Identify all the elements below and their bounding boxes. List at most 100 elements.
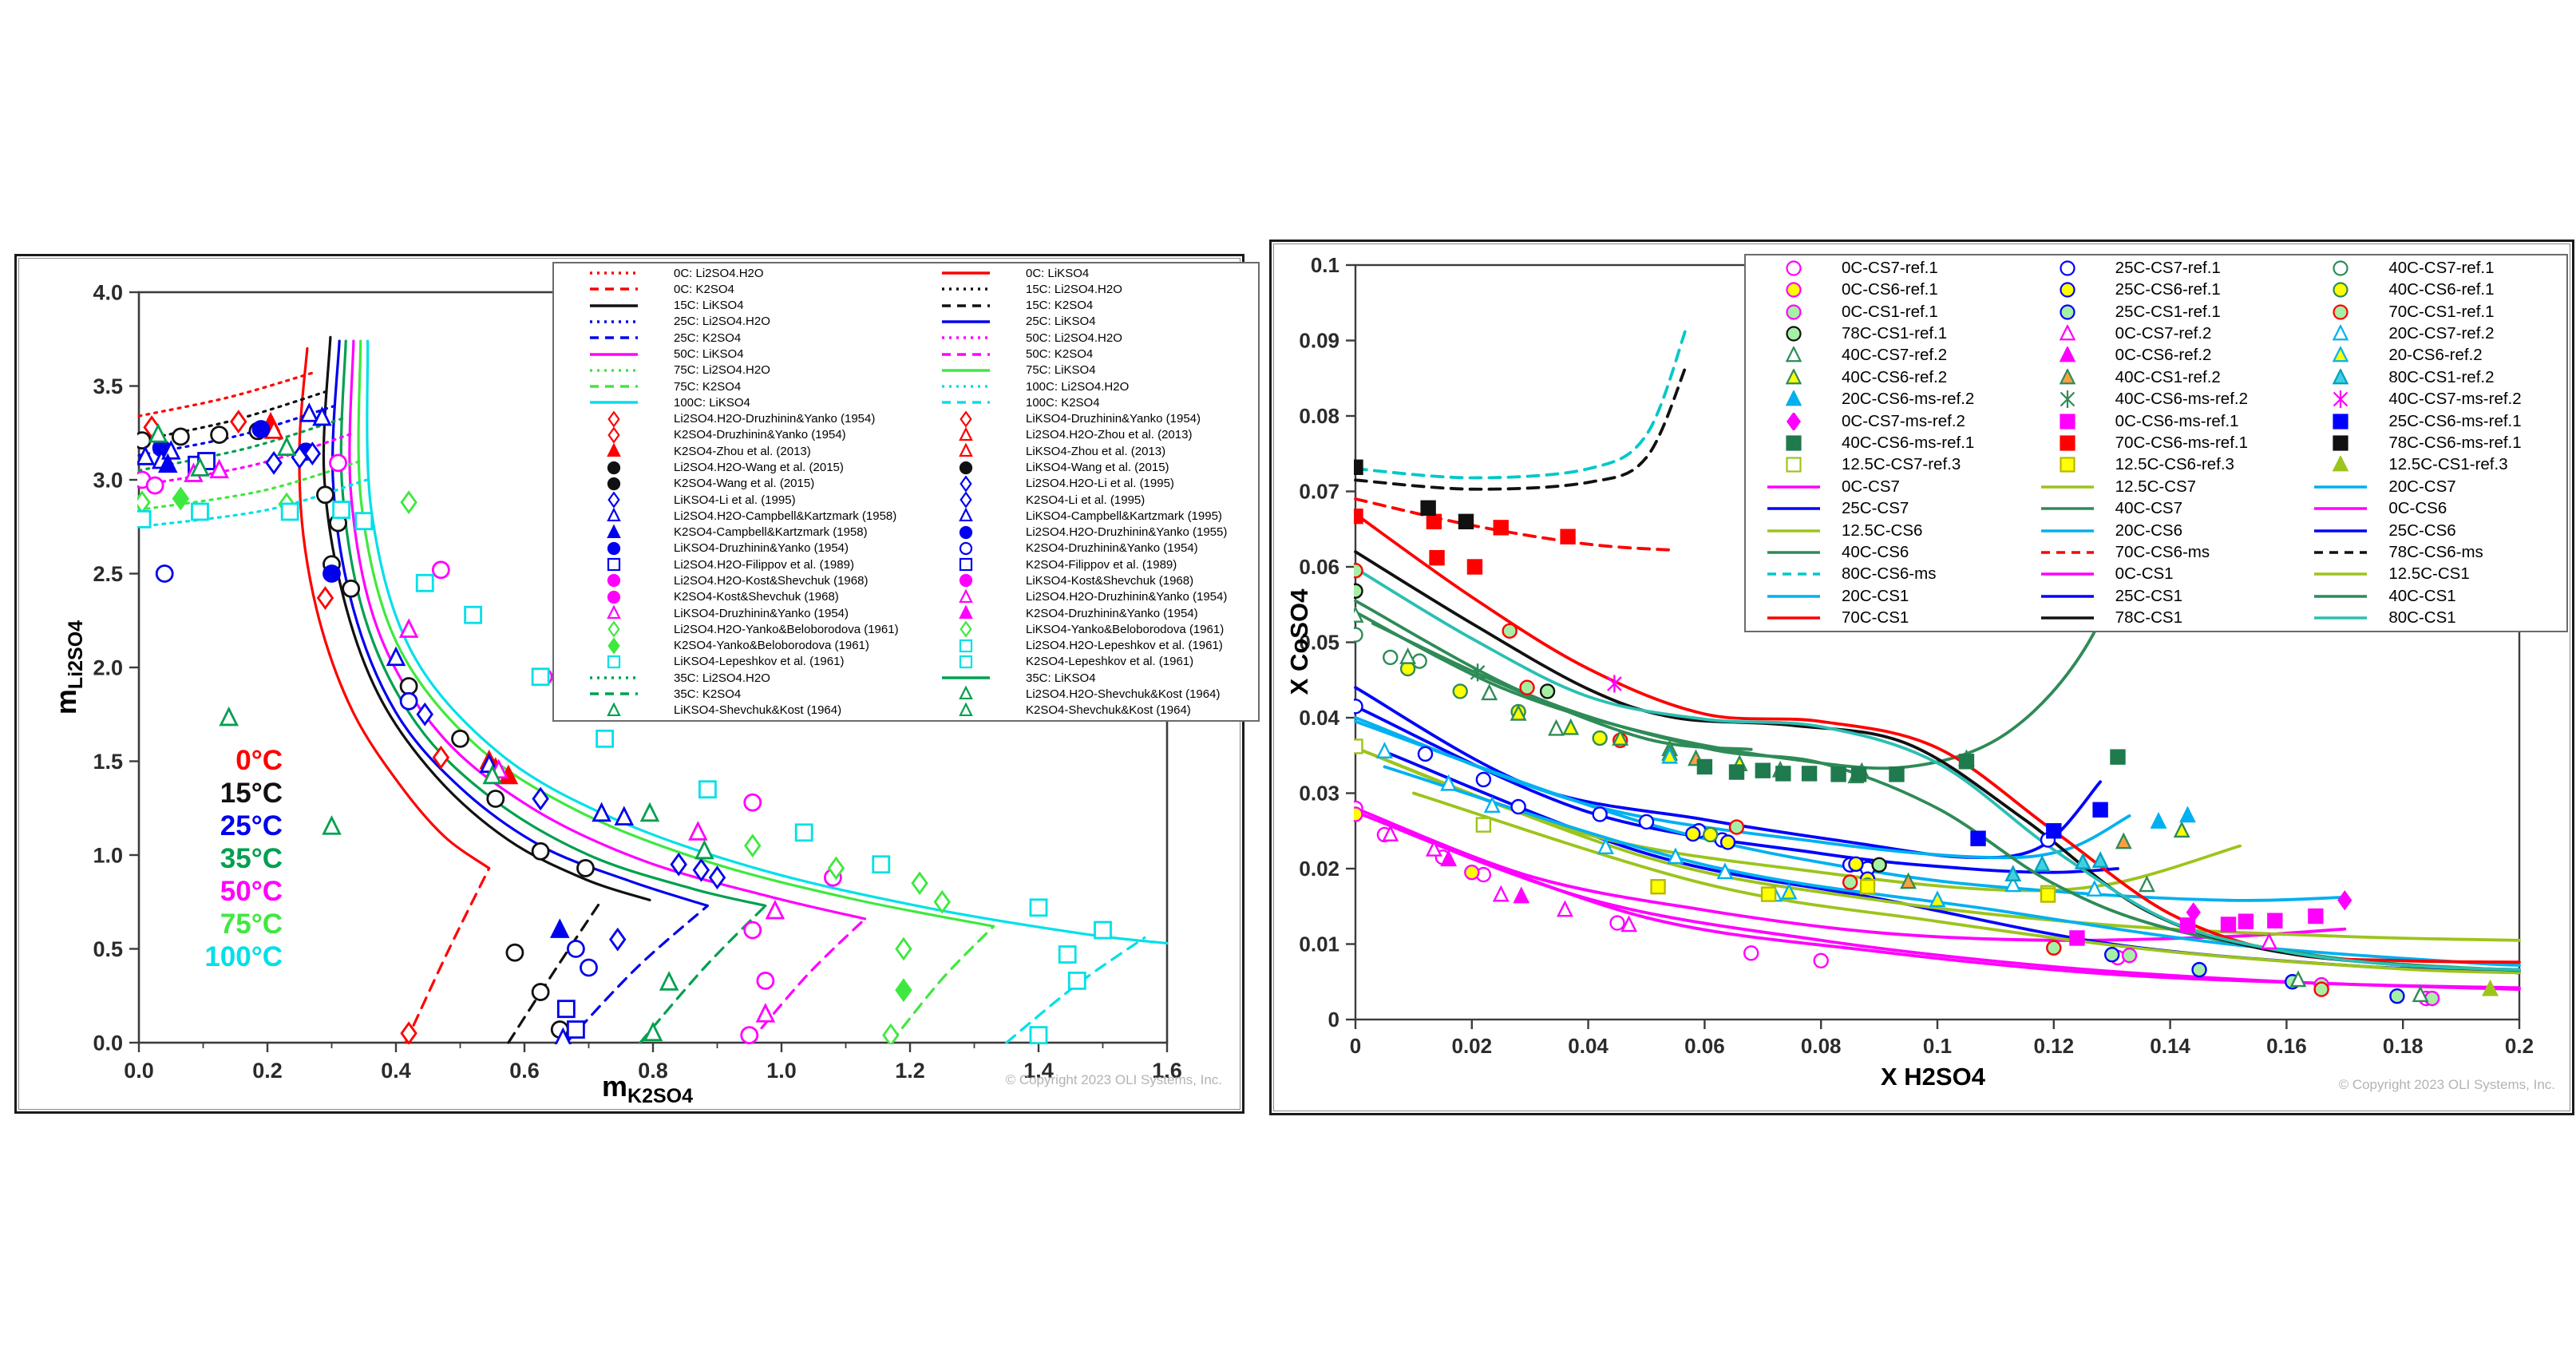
legend-entry: LiKSO4-Druzhinin&Yanko (1954)	[554, 540, 906, 556]
legend-label: K2SO4-Campbell&Kartzmark (1958)	[674, 525, 868, 540]
legend-entry: LiKSO4-Campbell&Kartzmark (1995)	[906, 508, 1258, 524]
legend-label: 40C-CS6-ms-ref.1	[1842, 433, 1975, 452]
series-line	[1383, 750, 2521, 975]
legend-label: K2SO4-Li et al. (1995)	[1026, 493, 1146, 507]
left-y-axis-title: mLi2SO4	[49, 620, 88, 715]
legend-entry: K2SO4-Druzhinin&Yanko (1954)	[906, 540, 1258, 556]
diamond-marker-icon	[554, 426, 674, 444]
series-line	[1354, 704, 2119, 874]
legend-entry: LiKSO4-Druzhinin&Yanko (1954)	[554, 604, 906, 621]
circle-marker-icon	[1746, 259, 1842, 277]
legend-label: 100C: K2SO4	[1026, 395, 1100, 410]
series-line	[348, 339, 867, 921]
y-tick-label: 1.0	[93, 843, 123, 867]
square-marker-icon	[2293, 413, 2388, 430]
legend-entry: 70C-CS6-ms-ref.1	[2020, 434, 2293, 453]
line-swatch-icon	[554, 281, 674, 297]
line-swatch-icon	[906, 281, 1026, 297]
temp-label: 50°C	[220, 876, 283, 907]
legend-entry: 78C-CS1	[2020, 608, 2293, 628]
series-line	[366, 339, 1169, 945]
y-tick-label: 4.0	[93, 280, 123, 304]
x-tick-label: 0.04	[1568, 1034, 1609, 1058]
temp-label: 0°C	[235, 745, 283, 776]
legend-entry: LiKSO4-Shevchuk&Kost (1964)	[554, 702, 906, 719]
legend-label: 25C-CS6-ms-ref.1	[2388, 411, 2522, 430]
legend-label: 20C-CS7-ref.2	[2388, 323, 2495, 342]
legend-label: 0C-CS1-ref.1	[1842, 302, 1938, 321]
legend-label: Li2SO4.H2O-Shevchuk&Kost (1964)	[1026, 687, 1221, 701]
series-scatter	[1354, 627, 1427, 669]
left-x-axis-title-main: m	[602, 1070, 628, 1103]
legend-label: LiKSO4-Lepeshkov et al. (1961)	[674, 655, 845, 669]
legend-entry: 78C-CS6-ms-ref.1	[2293, 434, 2566, 453]
series-line	[1354, 323, 1689, 480]
y-tick-label: 0.08	[1299, 404, 1339, 428]
legend-entry: LiKSO4-Druzhinin&Yanko (1954)	[906, 410, 1258, 427]
legend-label: 40C-CS7-ms-ref.2	[2388, 390, 2522, 409]
line-swatch-icon	[1746, 522, 1842, 540]
temp-label: 25°C	[220, 810, 283, 841]
y-tick-label: 3.5	[93, 374, 123, 398]
line-swatch-icon	[1746, 478, 1842, 496]
triangle-marker-icon	[2020, 324, 2115, 342]
line-swatch-icon	[2293, 565, 2388, 583]
left-chart-plot: 0.0 0.2 0.4 0.6 0.8 1.0 1.2 1.4 1.6 0.0 0.5 1.0 1.5 2…	[93, 280, 1181, 1083]
y-tick-label: 0.0	[93, 1031, 123, 1055]
legend-label: LiKSO4-Wang et al. (2015)	[1026, 461, 1169, 475]
x-tick-label: 0.0	[124, 1059, 154, 1083]
line-swatch-icon	[2293, 588, 2388, 605]
circle-marker-icon	[2020, 303, 2115, 321]
line-swatch-icon	[906, 378, 1026, 394]
legend-entry: 40C-CS7-ref.1	[2293, 259, 2566, 278]
legend-entry: 25C-CS1-ref.1	[2020, 303, 2293, 322]
legend-entry: 25C-CS6-ref.1	[2020, 280, 2293, 299]
square-marker-icon	[2020, 413, 2115, 430]
legend-label: 25C: Li2SO4.H2O	[674, 315, 770, 329]
legend-label: 20C-CS7	[2388, 477, 2456, 496]
legend-label: K2SO4-Shevchuk&Kost (1964)	[1026, 703, 1191, 718]
legend-column: 40C-CS7-ref.1 40C-CS6-ref.1 70C-CS1-ref.1 2…	[2293, 255, 2566, 631]
diamond-marker-icon	[906, 491, 1026, 509]
legend-entry: Li2SO4.H2O-Kost&Shevchuk (1968)	[554, 572, 906, 588]
line-swatch-icon	[2020, 609, 2115, 627]
right-copyright: © Copyright 2023 OLI Systems, Inc.	[2338, 1077, 2555, 1092]
legend-entry: 25C-CS7	[1746, 499, 2020, 518]
y-tick-label: 0.07	[1299, 480, 1339, 504]
legend-label: 40C-CS7-ref.2	[1842, 346, 1948, 365]
legend-entry: LiKSO4-Wang et al. (2015)	[906, 459, 1258, 475]
legend-entry: K2SO4-Lepeshkov et al. (1961)	[906, 654, 1258, 670]
line-swatch-icon	[2020, 500, 2115, 517]
legend-column: 0C-CS7-ref.1 0C-CS6-ref.1 0C-CS1-ref.1 78C-…	[1746, 255, 2020, 631]
line-swatch-icon	[554, 330, 674, 346]
x-tick-label: 1.4	[1023, 1059, 1054, 1083]
x-tick-label: 0.06	[1684, 1034, 1725, 1058]
left-y-axis-title-sub: Li2SO4	[65, 620, 87, 690]
series-line	[137, 371, 314, 418]
triangle-marker-icon	[906, 702, 1026, 719]
line-swatch-icon	[554, 314, 674, 330]
square-marker-icon	[1746, 434, 1842, 452]
series-line	[1354, 806, 2347, 942]
square-marker-icon	[906, 654, 1026, 670]
line-swatch-icon	[554, 378, 674, 394]
legend-label: 0C-CS7-ref.2	[2115, 323, 2212, 342]
legend-entry: 12.5C-CS7-ref.3	[1746, 455, 2020, 474]
legend-label: 25C-CS7-ref.1	[2115, 258, 2221, 277]
legend-label: K2SO4-Filippov et al. (1989)	[1026, 557, 1177, 572]
legend-label: LiKSO4-Shevchuk&Kost (1964)	[674, 703, 842, 718]
legend-entry: 25C-CS6-ms-ref.1	[2293, 412, 2566, 431]
line-swatch-icon	[1746, 500, 1842, 517]
square-marker-icon	[2293, 434, 2388, 452]
legend-label: LiKSO4-Campbell&Kartzmark (1995)	[1026, 509, 1222, 523]
legend-entry: 40C-CS1-ref.2	[2020, 368, 2293, 387]
legend-entry: 0C-CS7-ref.1	[1746, 259, 2020, 278]
left-chart-legend: 0C: Li2SO4.H2O 0C: K2SO4 15C: LiKSO4 25C: L…	[552, 262, 1260, 722]
legend-label: 40C-CS1	[2388, 586, 2456, 605]
legend-entry: K2SO4-Druzhinin&Yanko (1954)	[554, 426, 906, 444]
legend-entry: 0C-CS1	[2020, 564, 2293, 584]
legend-entry: 0C-CS6	[2293, 499, 2566, 518]
series-scatter	[1607, 675, 1622, 693]
legend-label: Li2SO4.H2O-Yanko&Beloborodova (1961)	[674, 622, 899, 636]
series-scatter	[1696, 749, 2126, 782]
